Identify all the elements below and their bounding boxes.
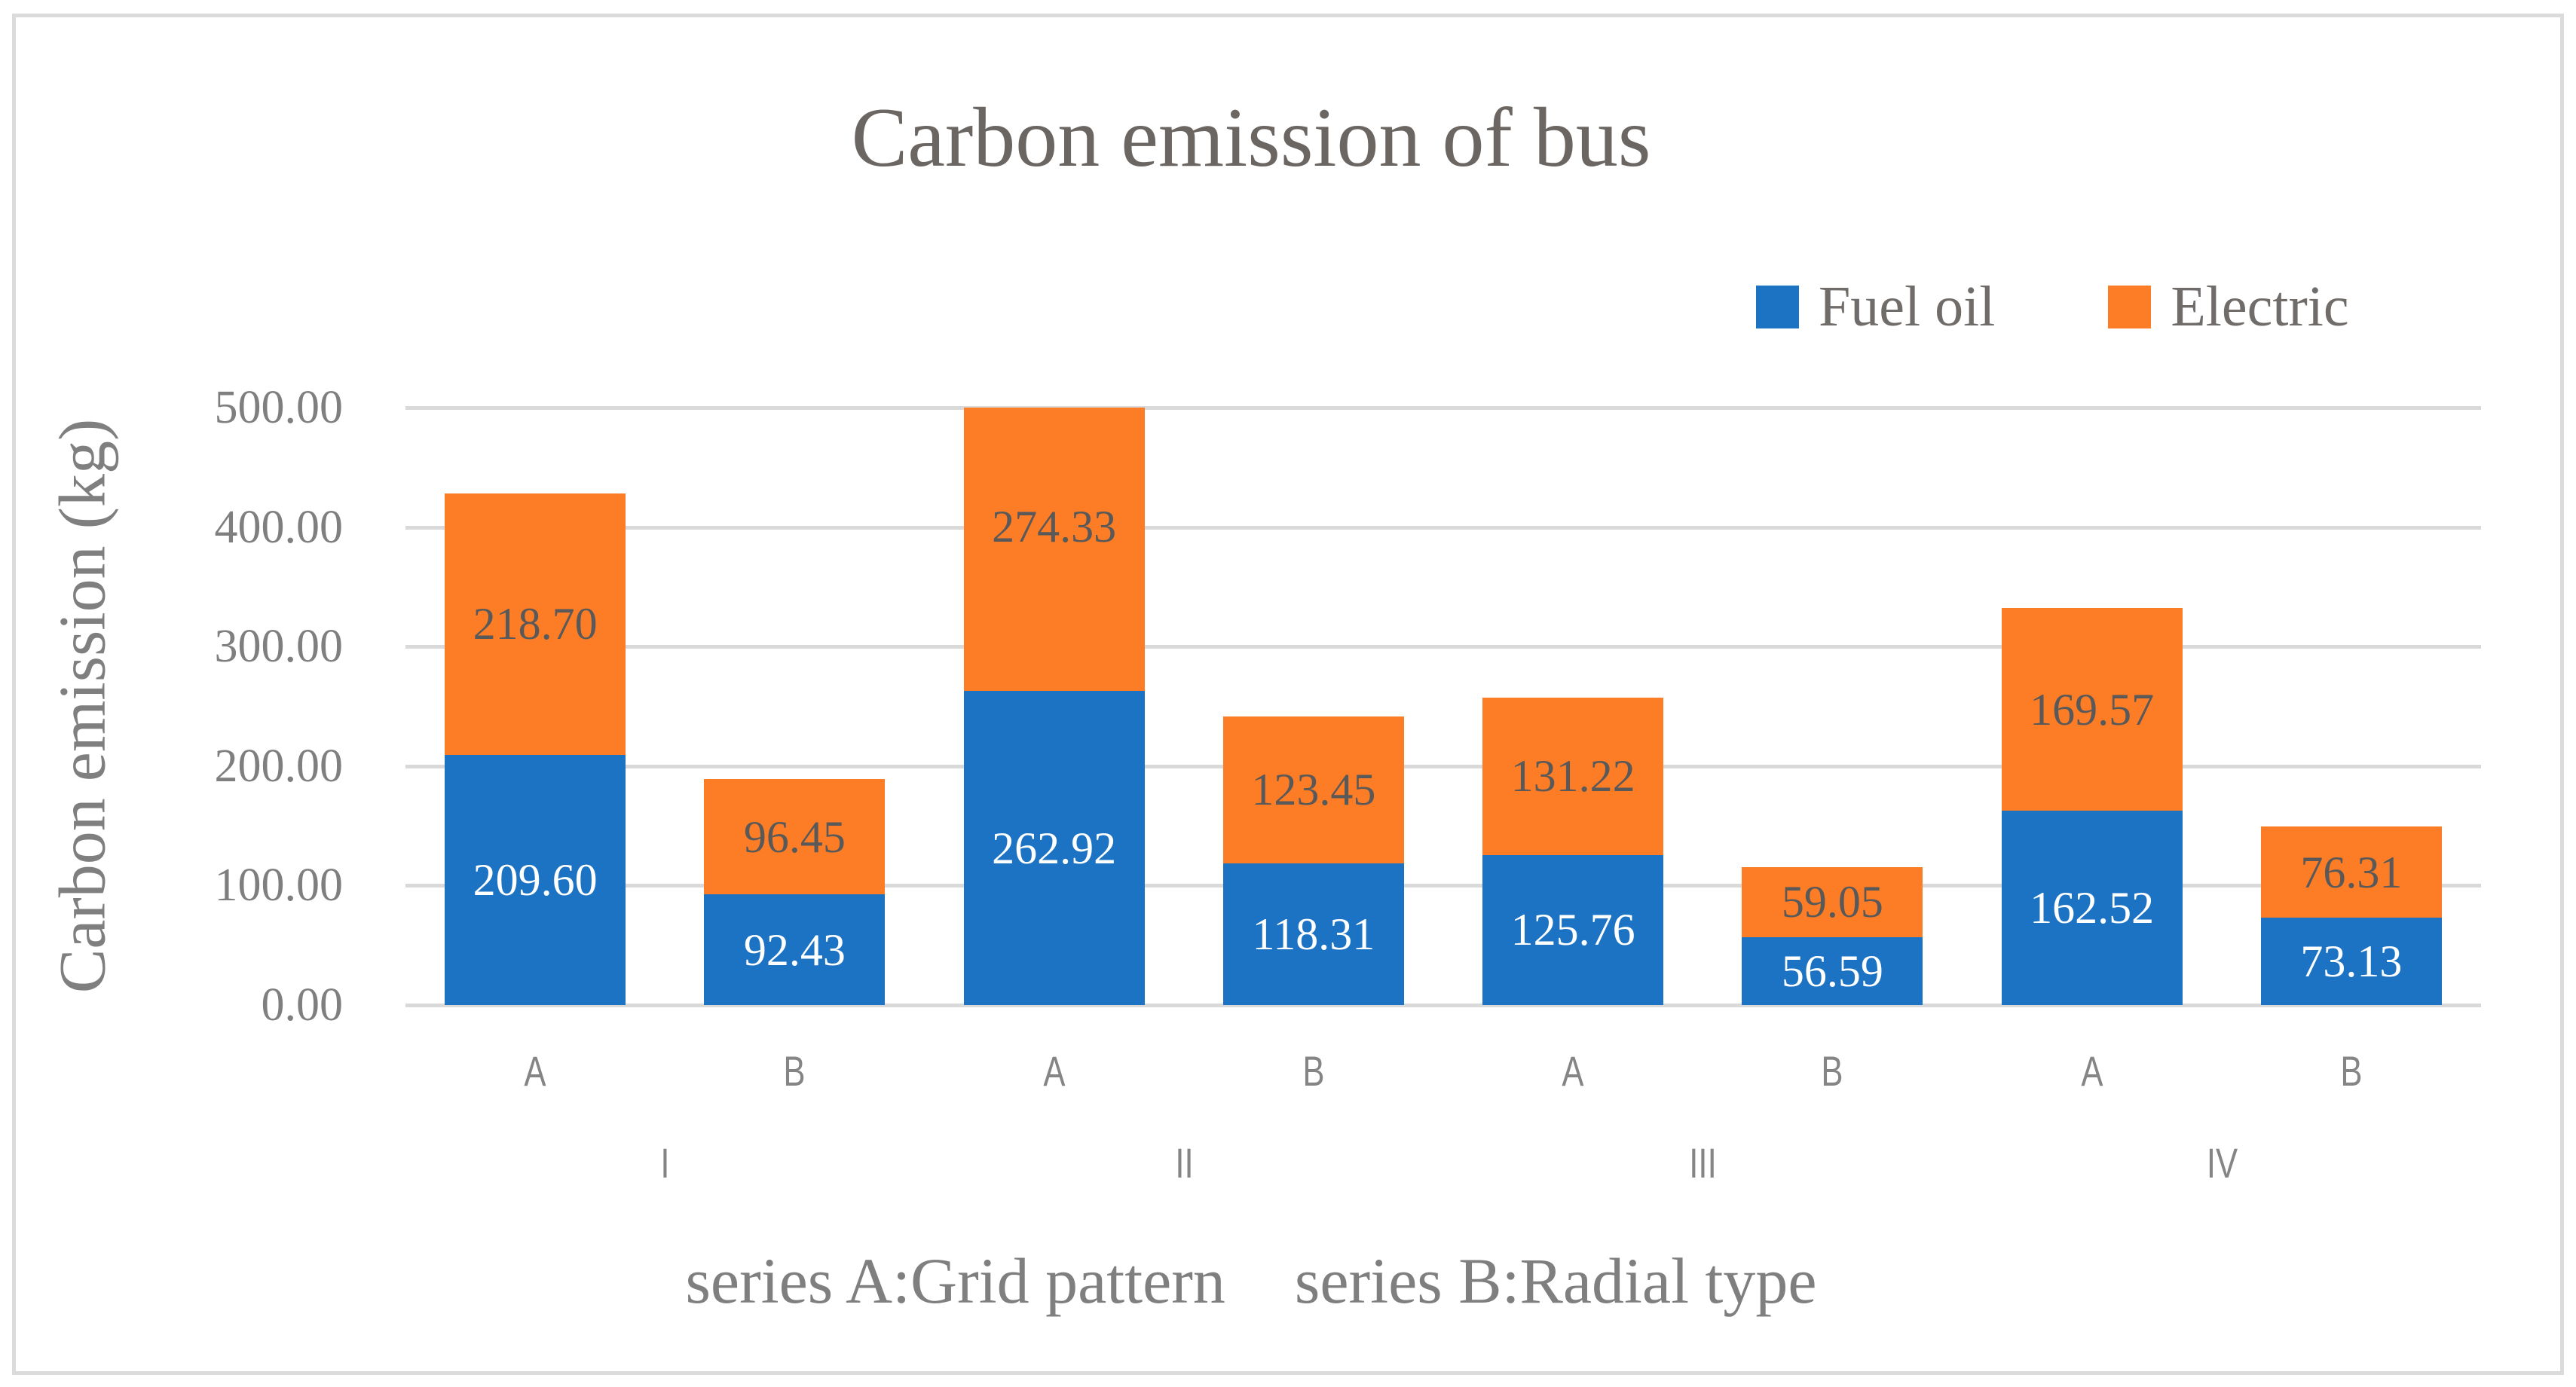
- gridline: [405, 645, 2481, 649]
- value-label-fuel-oil-II-B: 118.31: [1252, 909, 1375, 960]
- x-category-label-III-A: A: [1562, 1047, 1584, 1095]
- value-label-electric-II-A: 274.33: [992, 502, 1117, 552]
- legend-swatch-electric: [2108, 285, 2152, 328]
- legend-item-electric: Electric: [2108, 275, 2349, 338]
- x-axis-title-series-a: series A:Grid pattern: [685, 1245, 1225, 1317]
- gridline: [405, 764, 2481, 768]
- value-label-electric-III-A: 131.22: [1510, 751, 1635, 802]
- x-group-label-IV: IV: [2206, 1139, 2238, 1187]
- x-group-label-III: III: [1689, 1139, 1717, 1187]
- y-tick-label: 500.00: [214, 382, 344, 433]
- value-label-fuel-oil-III-A: 125.76: [1510, 905, 1635, 955]
- bar-segment-electric-I-A: [445, 493, 626, 755]
- y-tick-label: 300.00: [214, 621, 344, 673]
- bar-segment-fuel-oil-II-B: [1222, 863, 1404, 1005]
- x-category-label-II-B: B: [1302, 1047, 1325, 1095]
- value-label-electric-I-A: 218.70: [473, 599, 598, 649]
- bar-segment-fuel-oil-II-A: [963, 691, 1145, 1005]
- x-category-label-I-A: A: [524, 1047, 546, 1095]
- bar-segment-fuel-oil-I-B: [704, 894, 886, 1005]
- bar-segment-fuel-oil-IV-A: [2001, 811, 2183, 1005]
- value-label-electric-III-B: 59.05: [1781, 877, 1883, 927]
- value-label-fuel-oil-I-B: 92.43: [743, 924, 846, 975]
- gridline: [405, 406, 2481, 410]
- value-label-fuel-oil-II-A: 262.92: [992, 823, 1117, 873]
- bar-segment-electric-III-B: [1742, 866, 1923, 938]
- chart-frame-border: [12, 14, 2564, 1375]
- y-tick-label: 200.00: [214, 740, 344, 792]
- x-category-label-I-B: B: [783, 1047, 806, 1095]
- legend-label: Electric: [2171, 275, 2349, 338]
- bar-segment-electric-III-A: [1482, 698, 1664, 855]
- gridline: [405, 884, 2481, 888]
- x-group-label-II: II: [1175, 1139, 1194, 1187]
- chart-title: Carbon emission of bus: [851, 91, 1651, 185]
- value-label-fuel-oil-I-A: 209.60: [473, 854, 598, 905]
- bar-segment-electric-II-A: [963, 408, 1145, 691]
- value-label-electric-I-B: 96.45: [743, 811, 846, 862]
- gridline: [405, 525, 2481, 530]
- y-tick-label: 0.00: [261, 979, 344, 1031]
- y-tick-label: 100.00: [214, 860, 344, 912]
- value-label-fuel-oil-IV-B: 73.13: [2300, 936, 2403, 986]
- value-label-fuel-oil-IV-A: 162.52: [2030, 883, 2155, 933]
- value-label-electric-IV-A: 169.57: [2030, 684, 2155, 735]
- bar-segment-fuel-oil-I-A: [445, 754, 626, 1005]
- x-axis-title: series A:Grid pattern series B:Radial ty…: [0, 1242, 2502, 1320]
- bar-segment-electric-I-B: [704, 779, 886, 895]
- bar-segment-electric-IV-B: [2260, 826, 2442, 918]
- value-label-fuel-oil-III-B: 56.59: [1781, 946, 1883, 997]
- x-category-label-II-A: A: [1043, 1047, 1066, 1095]
- bar-segment-fuel-oil-III-B: [1742, 937, 1923, 1005]
- bar-segment-electric-II-B: [1222, 716, 1404, 864]
- value-label-electric-II-B: 123.45: [1251, 765, 1376, 815]
- legend-label: Fuel oil: [1819, 275, 1996, 338]
- legend: Fuel oil Electric: [1756, 275, 2349, 338]
- value-label-electric-IV-B: 76.31: [2300, 847, 2403, 897]
- y-tick-label: 400.00: [214, 501, 344, 553]
- x-category-label-IV-B: B: [2340, 1047, 2363, 1095]
- x-category-label-III-B: B: [1821, 1047, 1843, 1095]
- bar-segment-fuel-oil-IV-B: [2260, 918, 2442, 1005]
- legend-swatch-fuel-oil: [1756, 285, 1799, 328]
- bar-segment-fuel-oil-III-A: [1482, 854, 1664, 1005]
- x-group-label-I: I: [660, 1139, 670, 1187]
- x-axis-title-series-b: series B:Radial type: [1294, 1245, 1817, 1317]
- bar-segment-electric-IV-A: [2001, 608, 2183, 811]
- gridline: [405, 1004, 2481, 1007]
- legend-item-fuel-oil: Fuel oil: [1756, 278, 1995, 335]
- x-category-label-IV-A: A: [2081, 1047, 2103, 1095]
